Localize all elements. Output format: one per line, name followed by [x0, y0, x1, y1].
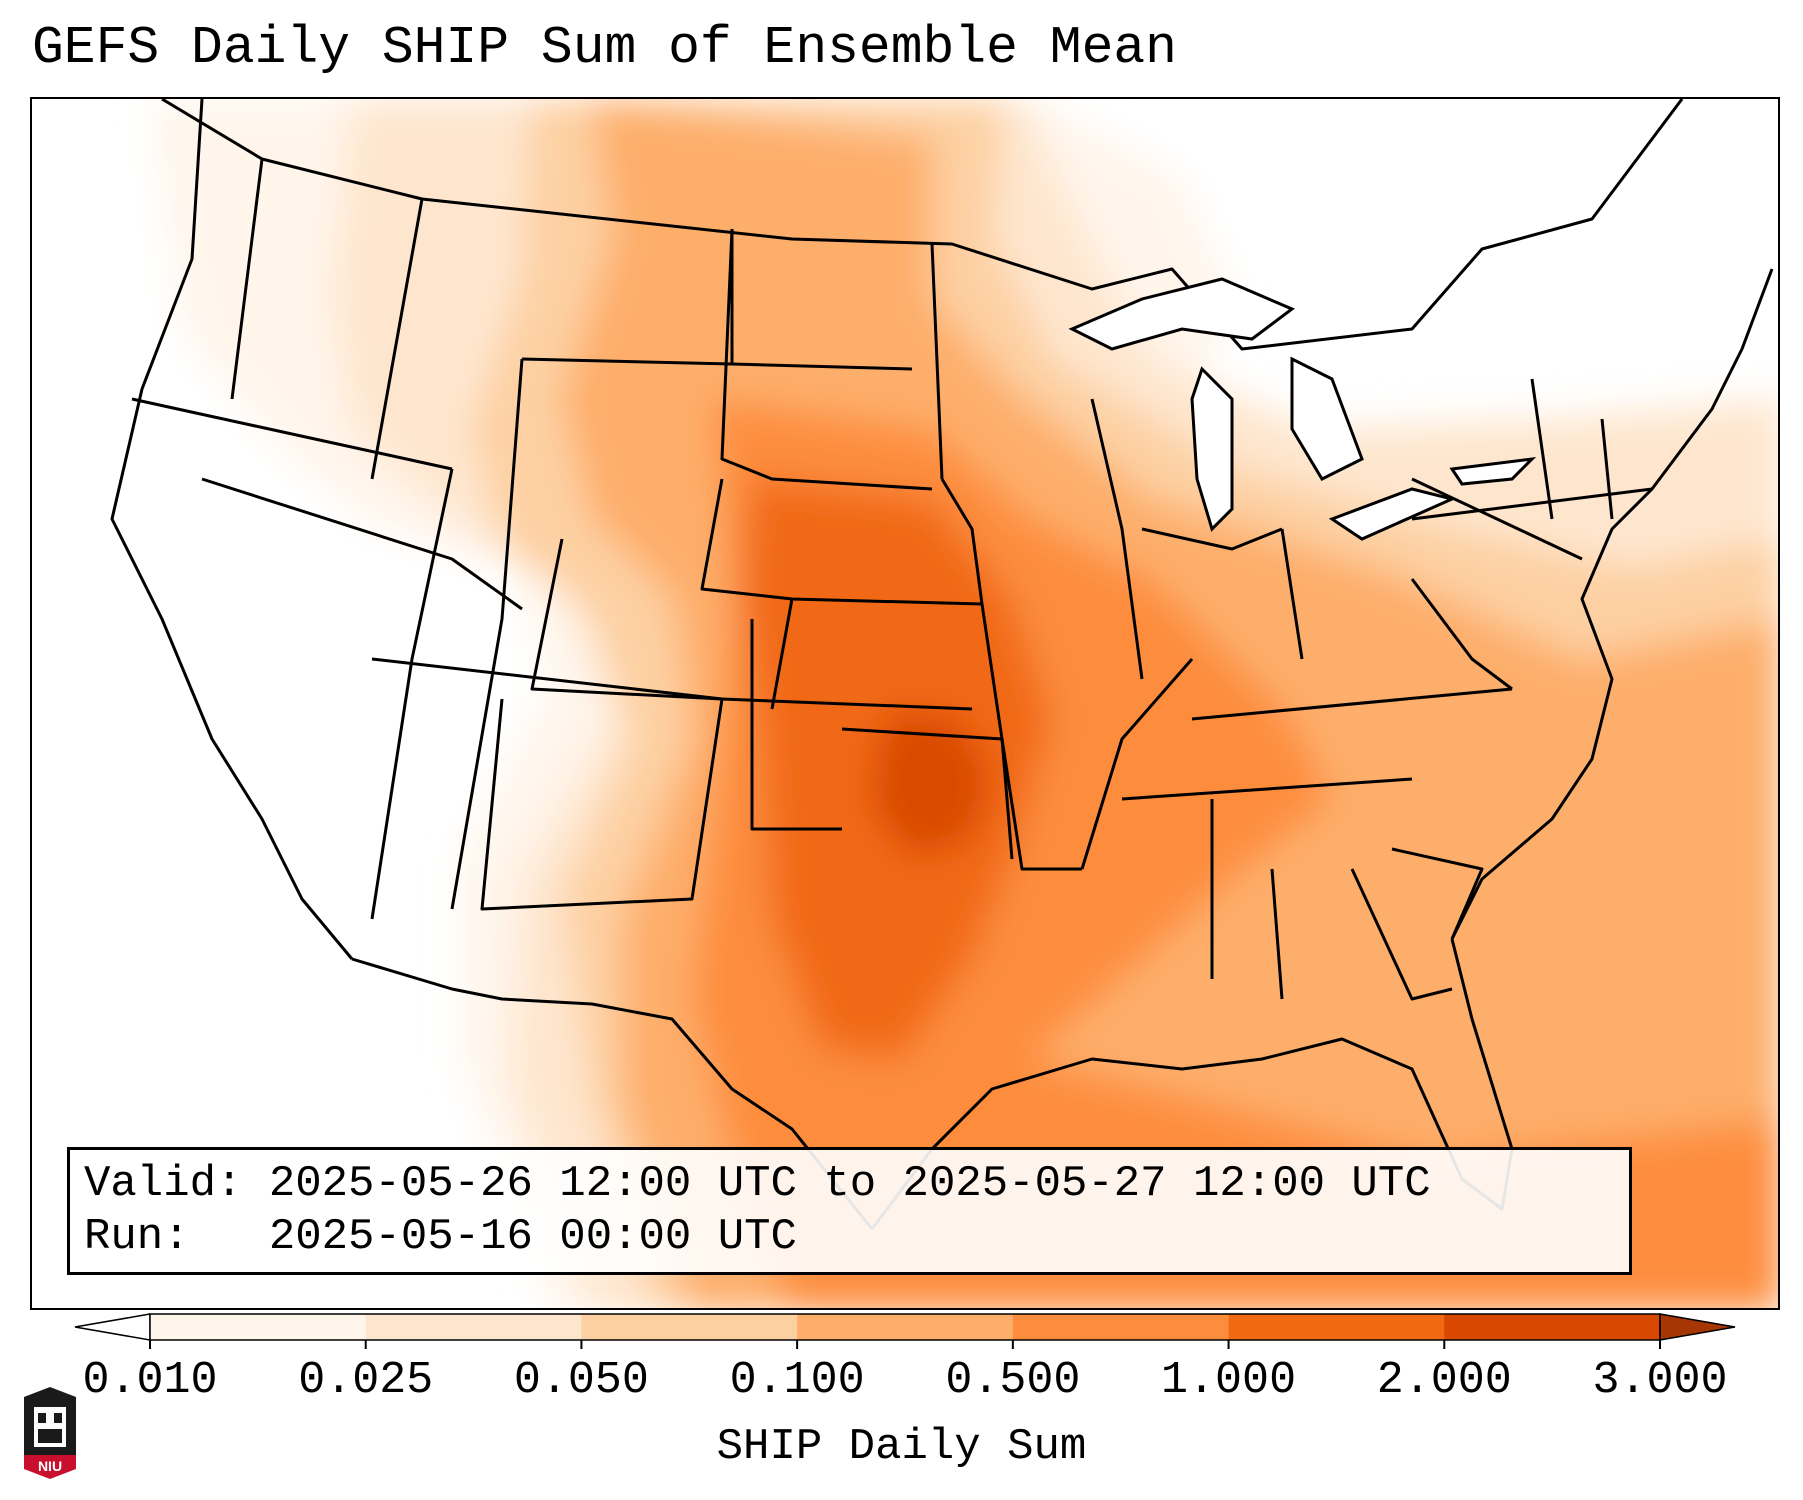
ship-field	[152, 99, 1778, 1308]
run-label: Run:	[84, 1212, 190, 1262]
mexico-border-line	[351, 957, 874, 1230]
colorbar-segment	[797, 1314, 1014, 1340]
colorbar-tick-label: 1.000	[1161, 1355, 1297, 1406]
colorbar-tick-label: 0.050	[513, 1355, 649, 1406]
colorbar-tick-label: 3.000	[1592, 1355, 1728, 1406]
colorbar-tick-label: 0.500	[945, 1355, 1081, 1406]
colorbar-extend-low	[74, 1313, 151, 1341]
colorbar-label: SHIP Daily Sum	[716, 1422, 1087, 1472]
colorbar-segment	[150, 1314, 367, 1340]
colorbar-segment	[365, 1314, 582, 1340]
colorbar-tick-label: 0.100	[729, 1355, 865, 1406]
lake-ontario	[1449, 456, 1537, 486]
colorbar	[74, 1313, 1736, 1349]
colorbar-tick-label: 2.000	[1376, 1355, 1512, 1406]
colorbar-segment	[1228, 1314, 1445, 1340]
east-coast-line	[1450, 268, 1774, 940]
run-row: Run: 2025-05-16 00:00 UTC	[84, 1211, 1615, 1264]
valid-run-box: Valid: 2025-05-26 12:00 UTC to 2025-05-2…	[67, 1147, 1632, 1275]
lake-erie	[1328, 487, 1457, 541]
canada-border-line	[161, 99, 1684, 351]
valid-label: Valid:	[84, 1159, 243, 1209]
ship-map	[110, 99, 1778, 1308]
lake-huron	[1290, 356, 1364, 481]
colorbar-frame	[149, 1313, 1661, 1341]
map-panel	[30, 97, 1780, 1310]
map-title: GEFS Daily SHIP Sum of Ensemble Mean	[32, 18, 1177, 78]
colorbar-segment	[581, 1314, 798, 1340]
valid-value: 2025-05-26 12:00 UTC to 2025-05-27 12:00…	[268, 1159, 1431, 1209]
field-level-7	[872, 709, 992, 859]
colorbar-tick-label: 0.025	[298, 1355, 434, 1406]
niu-logo-icon: NIU	[24, 1387, 76, 1479]
lake-michigan	[1190, 366, 1234, 532]
colorbar-segment	[1444, 1314, 1661, 1340]
great-lakes	[1068, 277, 1537, 541]
run-value: 2025-05-16 00:00 UTC	[268, 1212, 797, 1262]
west-coast-line	[110, 99, 354, 960]
colorbar-extend-high	[1659, 1313, 1736, 1341]
niu-logo-text: NIU	[38, 1458, 62, 1474]
lake-superior	[1068, 277, 1295, 351]
valid-row: Valid: 2025-05-26 12:00 UTC to 2025-05-2…	[84, 1158, 1615, 1211]
colorbar-tick-label: 0.010	[82, 1355, 218, 1406]
colorbar-segment	[1012, 1314, 1230, 1340]
